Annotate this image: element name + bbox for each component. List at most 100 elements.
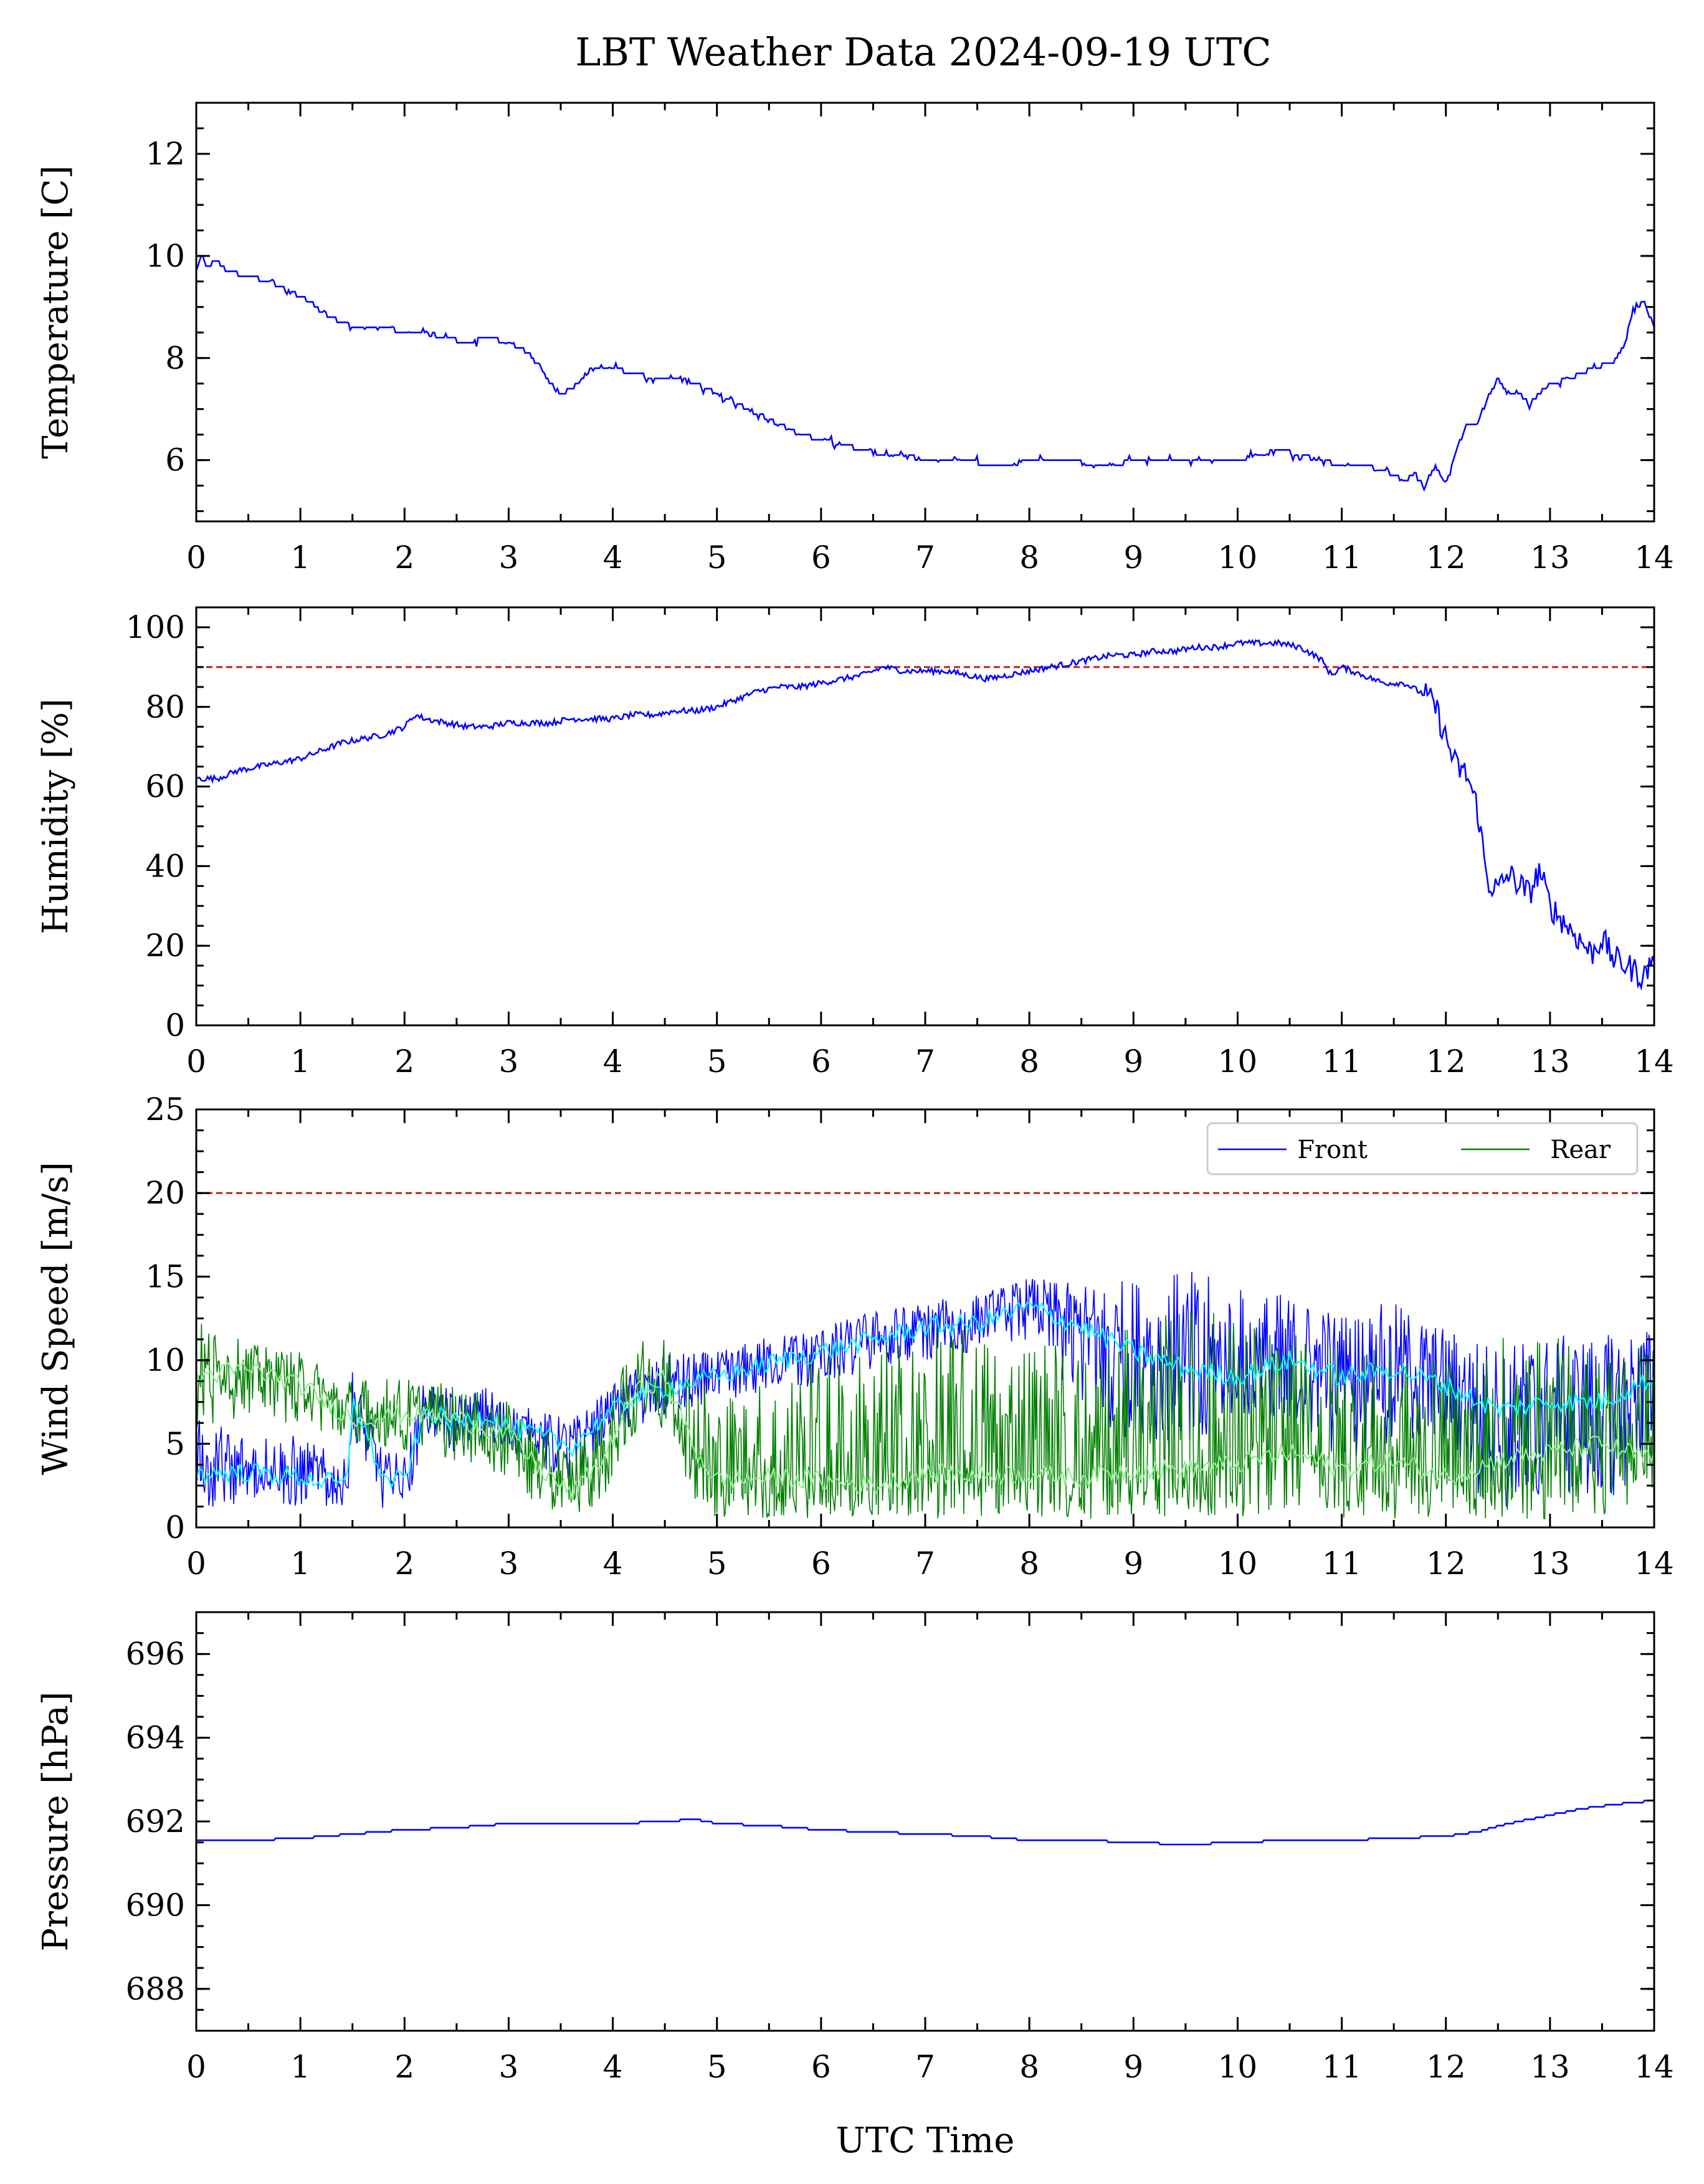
humidity-x-tick-label: 10 — [1218, 1043, 1258, 1080]
legend-box — [1206, 1122, 1639, 1175]
pressure-y-tick-label: 694 — [126, 1720, 185, 1756]
humidity-x-tick-label: 12 — [1426, 1043, 1466, 1080]
temperature-x-tick-label: 8 — [1019, 539, 1039, 576]
wind-speed-y-tick-label: 25 — [145, 1091, 185, 1128]
wind-speed-x-tick-label: 9 — [1123, 1545, 1143, 1582]
humidity-x-tick-label: 3 — [499, 1043, 519, 1080]
temperature-x-tick-label: 10 — [1218, 539, 1258, 576]
humidity-x-tick-label: 13 — [1530, 1043, 1570, 1080]
humidity-x-tick-label: 2 — [394, 1043, 414, 1080]
humidity-x-tick-label: 6 — [811, 1043, 831, 1080]
temperature-y-tick-label: 12 — [145, 136, 185, 172]
humidity-y-tick-label: 0 — [165, 1007, 185, 1043]
temperature-x-tick-label: 3 — [499, 539, 519, 576]
wind-speed-y-tick-label: 5 — [165, 1426, 185, 1462]
humidity-x-tick-label: 5 — [707, 1043, 727, 1080]
pressure-x-tick-label: 6 — [811, 2049, 831, 2085]
pressure-plot-area — [196, 1800, 1654, 1846]
humidity-x-tick-label: 1 — [290, 1043, 310, 1080]
wind-speed-x-tick-label: 8 — [1019, 1545, 1039, 1582]
temperature-x-tick-label: 4 — [603, 539, 623, 576]
pressure-x-tick-label: 7 — [915, 2049, 935, 2085]
pressure-panel: 0 1 2 3 4 5 6 7 8 9 10 11 12 13 14688690692694696Press… — [36, 1611, 1674, 2085]
pressure-series-line — [196, 1800, 1654, 1846]
front-series-line — [196, 1271, 1654, 1508]
pressure-x-tick-label: 11 — [1322, 2049, 1362, 2085]
pressure-x-tick-label: 4 — [603, 2049, 623, 2085]
temperature-x-tick-label: 12 — [1426, 539, 1466, 576]
pressure-x-tick-label: 14 — [1634, 2049, 1674, 2085]
temperature-plot-area — [196, 255, 1654, 492]
temperature-x-tick-label: 7 — [915, 539, 935, 576]
wind-speed-x-tick-label: 7 — [915, 1545, 935, 1582]
temperature-x-tick-label: 1 — [290, 539, 310, 576]
temperature-x-tick-label: 2 — [394, 539, 414, 576]
temperature-y-tick-label: 10 — [145, 238, 185, 274]
temperature-x-tick-label: 0 — [186, 539, 206, 576]
wind-speed-x-tick-label: 5 — [707, 1545, 727, 1582]
wind-speed-x-tick-label: 12 — [1426, 1545, 1466, 1582]
pressure-y-tick-label: 696 — [126, 1636, 185, 1672]
x-axis-label: UTC Time — [836, 2120, 1015, 2161]
humidity-series-line — [196, 639, 1654, 991]
wind-speed-y-tick-label: 10 — [145, 1342, 185, 1379]
temperature-x-tick-label: 9 — [1123, 539, 1143, 576]
temperature-x-tick-label: 13 — [1530, 539, 1570, 576]
pressure-x-tick-label: 0 — [186, 2049, 206, 2085]
wind-speed-x-tick-label: 13 — [1530, 1545, 1570, 1582]
humidity-x-tick-label: 8 — [1019, 1043, 1039, 1080]
pressure-x-tick-label: 9 — [1123, 2049, 1143, 2085]
wind-speed-x-tick-label: 2 — [394, 1545, 414, 1582]
humidity-y-tick-label: 80 — [145, 689, 185, 725]
pressure-x-tick-label: 5 — [707, 2049, 727, 2085]
wind-speed-x-tick-label: 6 — [811, 1545, 831, 1582]
humidity-y-tick-label: 40 — [145, 848, 185, 884]
pressure-x-tick-label: 3 — [499, 2049, 519, 2085]
humidity-y-tick-label: 100 — [126, 609, 185, 645]
wind-speed-x-tick-label: 4 — [603, 1545, 623, 1582]
wind-speed-x-tick-label: 11 — [1322, 1545, 1362, 1582]
temperature-y-tick-label: 6 — [165, 442, 185, 478]
temperature-series-line — [196, 255, 1654, 492]
humidity-panel: 0 1 2 3 4 5 6 7 8 9 10 11 12 13 14020406080100Humidity… — [36, 606, 1674, 1080]
humidity-x-tick-label: 9 — [1123, 1043, 1143, 1080]
humidity-y-axis-label: Humidity [%] — [36, 698, 76, 934]
pressure-x-tick-label: 8 — [1019, 2049, 1039, 2085]
temperature-x-tick-label: 6 — [811, 539, 831, 576]
pressure-x-tick-label: 1 — [290, 2049, 310, 2085]
front-legend-label: Front — [1297, 1136, 1368, 1164]
wind-speed-plot-area — [196, 1192, 1654, 1520]
pressure-x-tick-label: 13 — [1530, 2049, 1570, 2085]
rear-smoothed-line — [196, 1361, 1654, 1501]
temperature-x-tick-label: 5 — [707, 539, 727, 576]
temperature-x-tick-label: 11 — [1322, 539, 1362, 576]
pressure-y-axis-label: Pressure [hPa] — [36, 1691, 76, 1951]
humidity-x-tick-label: 11 — [1322, 1043, 1362, 1080]
wind-speed-y-tick-label: 0 — [165, 1509, 185, 1545]
wind-speed-x-tick-label: 14 — [1634, 1545, 1674, 1582]
wind-speed-y-axis-label: Wind Speed [m/s] — [36, 1162, 76, 1475]
rear-legend-label: Rear — [1550, 1136, 1611, 1164]
wind-speed-x-tick-label: 0 — [186, 1545, 206, 1582]
rear-series-line — [196, 1311, 1654, 1520]
humidity-x-tick-label: 14 — [1634, 1043, 1674, 1080]
humidity-x-tick-label: 4 — [603, 1043, 623, 1080]
wind-legend: Front Rear — [1206, 1122, 1639, 1175]
wind-speed-x-tick-label: 1 — [290, 1545, 310, 1582]
humidity-x-tick-label: 0 — [186, 1043, 206, 1080]
pressure-y-tick-label: 688 — [126, 1971, 185, 2007]
humidity-plot-area — [196, 639, 1654, 991]
humidity-x-tick-label: 7 — [915, 1043, 935, 1080]
pressure-x-tick-label: 2 — [394, 2049, 414, 2085]
chart-title: LBT Weather Data 2024-09-19 UTC — [575, 29, 1271, 75]
pressure-x-tick-label: 10 — [1218, 2049, 1258, 2085]
temperature-x-tick-label: 14 — [1634, 539, 1674, 576]
pressure-y-tick-label: 692 — [126, 1803, 185, 1840]
wind-speed-x-tick-label: 10 — [1218, 1545, 1258, 1582]
pressure-x-tick-label: 12 — [1426, 2049, 1466, 2085]
wind-speed-x-tick-label: 3 — [499, 1545, 519, 1582]
wind-speed-y-tick-label: 15 — [145, 1258, 185, 1294]
